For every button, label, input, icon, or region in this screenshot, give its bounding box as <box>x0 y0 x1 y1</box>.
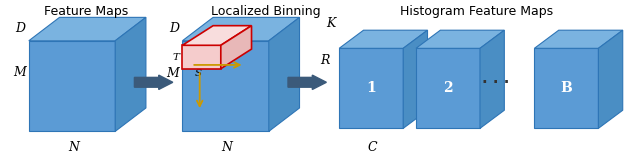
Text: R: R <box>320 54 330 67</box>
Polygon shape <box>182 17 300 41</box>
Polygon shape <box>115 17 146 131</box>
Polygon shape <box>29 41 115 131</box>
Text: Feature Maps: Feature Maps <box>44 5 129 18</box>
Polygon shape <box>416 48 480 128</box>
Polygon shape <box>182 45 221 69</box>
FancyArrow shape <box>288 75 326 89</box>
Text: Localized Binning: Localized Binning <box>211 5 321 18</box>
Text: D: D <box>15 22 26 35</box>
Polygon shape <box>534 30 623 48</box>
Text: T: T <box>172 53 179 62</box>
Polygon shape <box>339 30 428 48</box>
Polygon shape <box>182 26 252 45</box>
Text: B: B <box>561 81 572 95</box>
FancyArrow shape <box>134 75 173 89</box>
Polygon shape <box>221 26 252 69</box>
Text: Histogram Feature Maps: Histogram Feature Maps <box>400 5 554 18</box>
Text: N: N <box>221 141 233 151</box>
Polygon shape <box>182 41 269 131</box>
Text: D: D <box>169 22 179 35</box>
Text: C: C <box>367 141 378 151</box>
Polygon shape <box>339 48 403 128</box>
Text: · · ·: · · · <box>483 75 509 90</box>
Polygon shape <box>480 30 504 128</box>
Polygon shape <box>403 30 428 128</box>
Polygon shape <box>269 17 300 131</box>
Text: N: N <box>68 141 79 151</box>
Polygon shape <box>598 30 623 128</box>
Polygon shape <box>416 30 504 48</box>
Text: 2: 2 <box>443 81 453 95</box>
Polygon shape <box>534 48 598 128</box>
Text: K: K <box>326 17 336 30</box>
Text: M: M <box>166 67 179 80</box>
Text: S: S <box>195 69 202 78</box>
Text: M: M <box>13 66 26 79</box>
Text: 1: 1 <box>366 81 376 95</box>
Polygon shape <box>29 17 146 41</box>
